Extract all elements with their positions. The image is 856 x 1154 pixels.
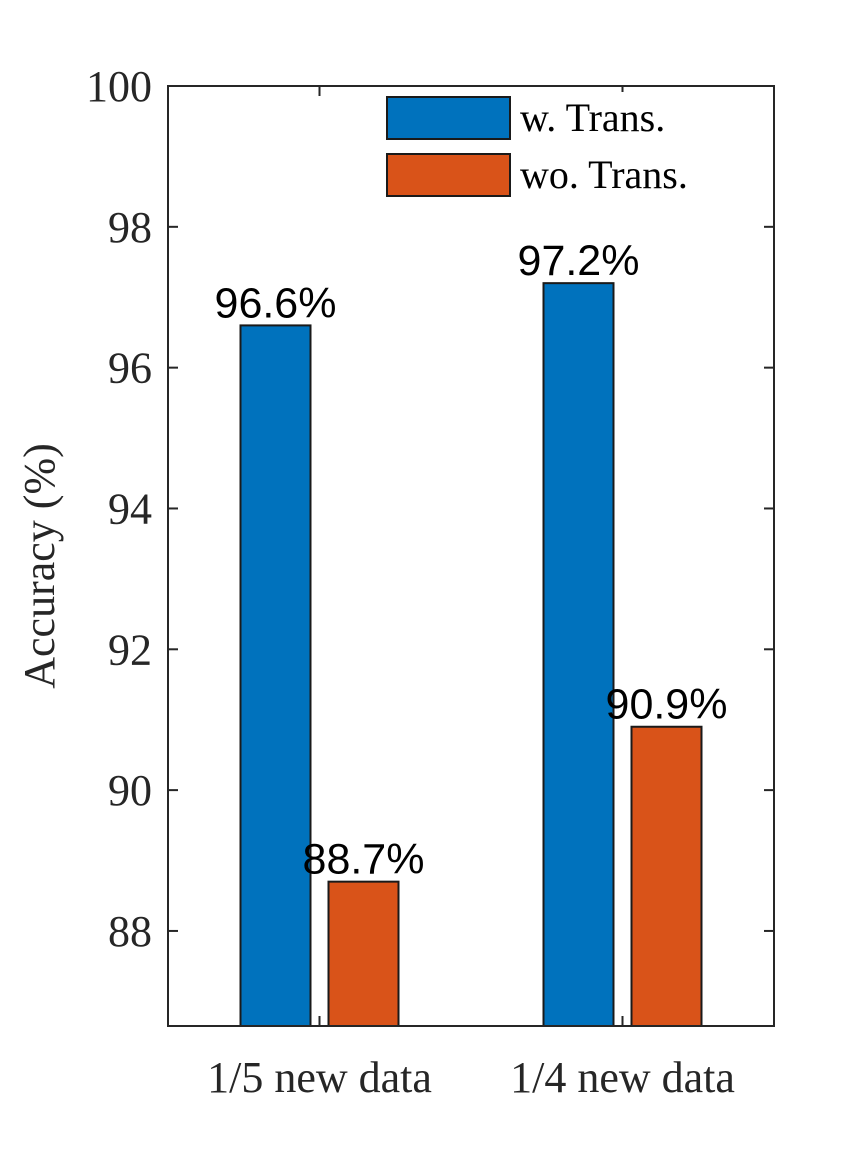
data-label-w-trans-2: 97.2% <box>518 237 640 285</box>
x-tick-label: 1/5 new data <box>207 1053 432 1102</box>
y-axis-title: Accuracy (%) <box>15 443 64 689</box>
plot-frame <box>167 85 775 1027</box>
legend: w. Trans. wo. Trans. <box>378 92 770 204</box>
legend-swatch-wo-trans <box>386 153 511 197</box>
data-label-wo-trans-2: 90.9% <box>606 681 728 729</box>
y-tick-label: 98 <box>108 203 152 252</box>
y-tick-label: 90 <box>108 766 152 815</box>
y-tick-label: 96 <box>108 344 152 393</box>
legend-swatch-w-trans <box>386 96 511 140</box>
data-labels-group: 96.6% 97.2% 88.7% 90.9% <box>215 237 728 884</box>
ticks-group: 88 90 92 94 96 98 100 1/5 new data 1/4 new data <box>86 62 774 1102</box>
bar-w-trans-1 <box>239 324 312 1027</box>
bars-group <box>239 282 703 1028</box>
legend-label-w-trans: w. Trans. <box>520 95 665 140</box>
y-tick-label: 88 <box>108 907 152 956</box>
y-tick-label: 92 <box>108 625 152 674</box>
bar-w-trans-2 <box>542 282 615 1027</box>
data-label-w-trans-1: 96.6% <box>215 279 337 327</box>
x-tick-label: 1/4 new data <box>510 1053 735 1102</box>
bar-wo-trans-2 <box>630 725 703 1028</box>
legend-label-wo-trans: wo. Trans. <box>520 152 688 197</box>
data-label-wo-trans-1: 88.7% <box>303 836 425 884</box>
bar-wo-trans-1 <box>327 880 400 1028</box>
y-tick-label: 100 <box>86 62 152 111</box>
y-tick-label: 94 <box>108 484 152 533</box>
